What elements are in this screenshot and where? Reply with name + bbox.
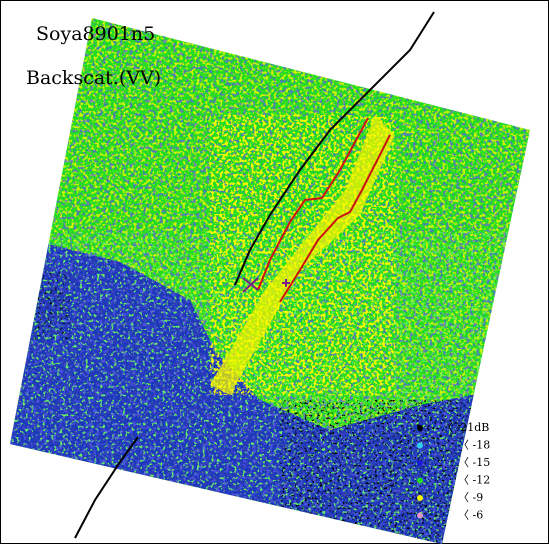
map-figure: Soya8901n5 Backscat.(VV) 〈 -21dB 〈 -18 〈 -…	[0, 0, 549, 544]
legend-swatch	[417, 443, 423, 449]
legend-label: 〈 -9	[458, 491, 483, 504]
legend-swatch	[417, 460, 423, 466]
legend-swatch	[417, 513, 423, 519]
page: {"title": "Soya8901n5", "subtitle": "Bac…	[0, 0, 549, 544]
legend-label: 〈 -18	[458, 439, 490, 452]
legend-swatch	[417, 425, 423, 431]
legend-label: 〈 -12	[458, 474, 490, 487]
subtitle: Backscat.(VV)	[26, 67, 161, 89]
legend-swatch	[417, 495, 423, 501]
legend-label: 〈 -15	[458, 456, 490, 469]
title: Soya8901n5	[36, 23, 155, 45]
legend-label: 〈 -21dB	[442, 421, 489, 434]
legend-swatch	[417, 478, 423, 484]
legend-label: 〈 -6	[458, 509, 483, 522]
